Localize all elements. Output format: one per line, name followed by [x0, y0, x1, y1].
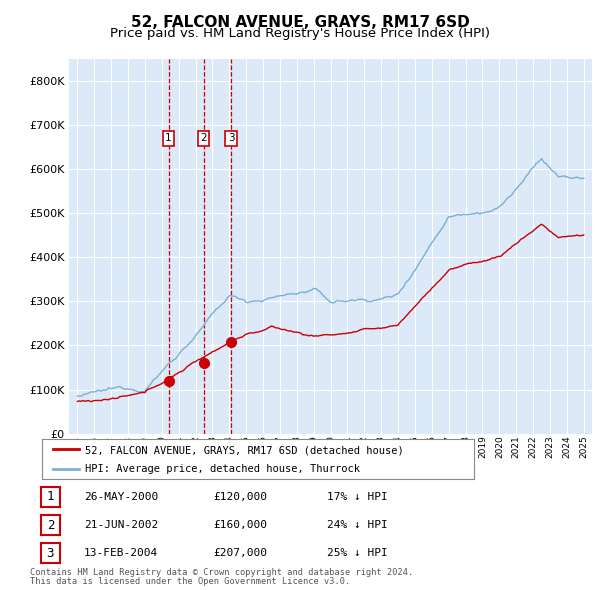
Text: 52, FALCON AVENUE, GRAYS, RM17 6SD (detached house): 52, FALCON AVENUE, GRAYS, RM17 6SD (deta…	[85, 445, 404, 455]
Text: £160,000: £160,000	[213, 520, 267, 530]
Text: 25% ↓ HPI: 25% ↓ HPI	[327, 549, 388, 558]
Text: 21-JUN-2002: 21-JUN-2002	[84, 520, 158, 530]
Text: HPI: Average price, detached house, Thurrock: HPI: Average price, detached house, Thur…	[85, 464, 360, 474]
Text: 13-FEB-2004: 13-FEB-2004	[84, 549, 158, 558]
Text: £120,000: £120,000	[213, 492, 267, 502]
Text: This data is licensed under the Open Government Licence v3.0.: This data is licensed under the Open Gov…	[30, 578, 350, 586]
Text: 26-MAY-2000: 26-MAY-2000	[84, 492, 158, 502]
Text: 24% ↓ HPI: 24% ↓ HPI	[327, 520, 388, 530]
Text: £207,000: £207,000	[213, 549, 267, 558]
Text: 1: 1	[47, 490, 54, 503]
Text: Contains HM Land Registry data © Crown copyright and database right 2024.: Contains HM Land Registry data © Crown c…	[30, 568, 413, 577]
Text: 52, FALCON AVENUE, GRAYS, RM17 6SD: 52, FALCON AVENUE, GRAYS, RM17 6SD	[131, 15, 469, 30]
Text: 2: 2	[200, 133, 207, 143]
Text: 1: 1	[165, 133, 172, 143]
Text: 3: 3	[228, 133, 235, 143]
Text: 3: 3	[47, 547, 54, 560]
Text: 17% ↓ HPI: 17% ↓ HPI	[327, 492, 388, 502]
Text: Price paid vs. HM Land Registry's House Price Index (HPI): Price paid vs. HM Land Registry's House …	[110, 27, 490, 40]
Text: 2: 2	[47, 519, 54, 532]
